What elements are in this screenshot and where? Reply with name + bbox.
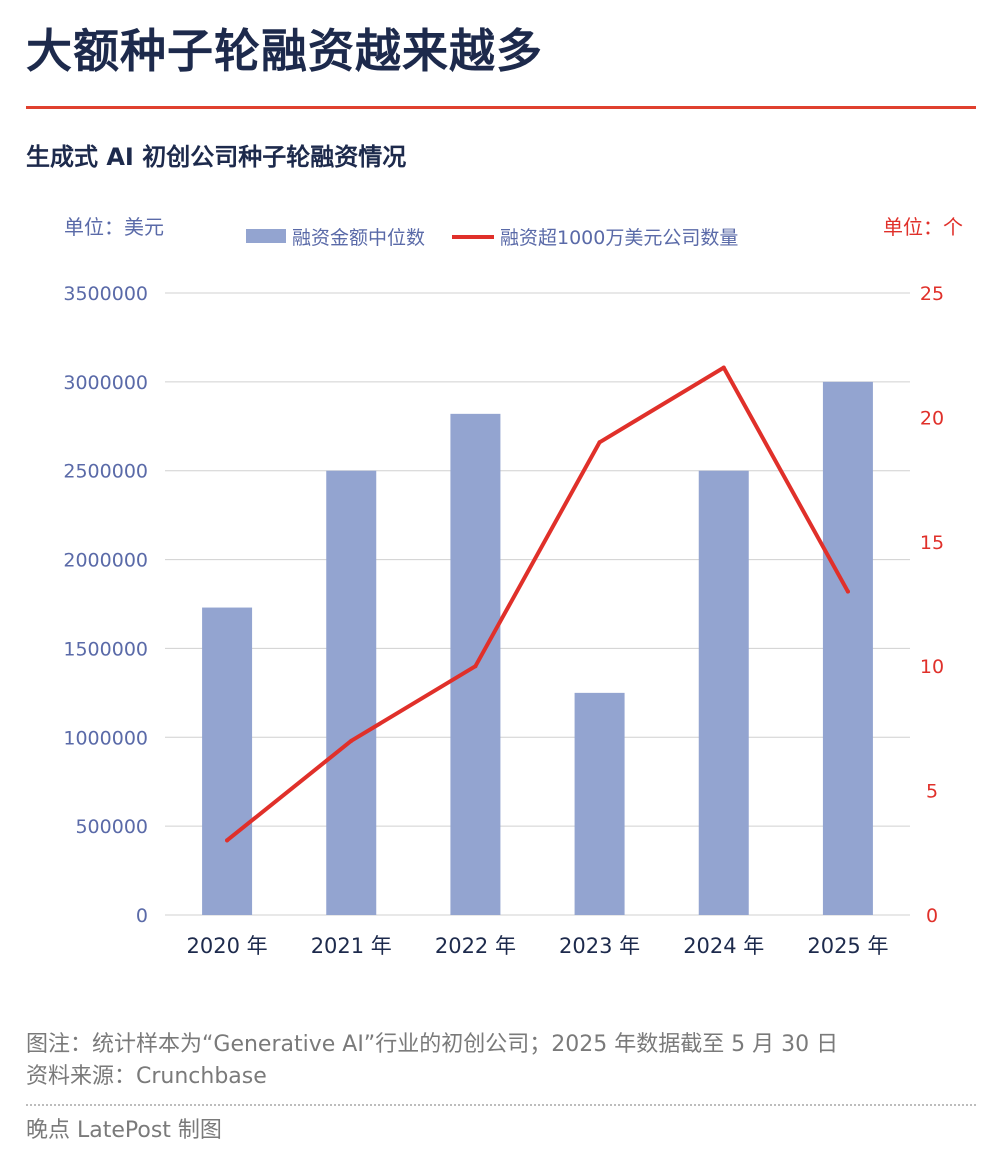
page-title: 大额种子轮融资越来越多 [26, 24, 543, 78]
legend-line-label: 融资超1000万美元公司数量 [500, 227, 738, 249]
legend-bar-label: 融资金额中位数 [292, 227, 425, 249]
bar [822, 381, 873, 915]
y-left-unit-label: 单位：美元 [64, 215, 164, 239]
y-right-tick-label: 5 [926, 781, 938, 803]
title-divider [26, 106, 976, 109]
y-left-tick-label: 1000000 [63, 727, 148, 749]
y-right-tick-label: 20 [920, 407, 944, 429]
bar [326, 470, 377, 915]
y-right-tick-label: 10 [920, 656, 944, 678]
x-tick-label: 2025 年 [807, 934, 888, 958]
x-tick-label: 2023 年 [559, 934, 640, 958]
y-left-tick-label: 3000000 [63, 372, 148, 394]
y-left-tick-label: 500000 [75, 816, 148, 838]
chart-credit: 晚点 LatePost 制图 [26, 1118, 222, 1143]
bar [574, 692, 625, 915]
footer-divider [26, 1104, 976, 1106]
bar [698, 470, 749, 915]
y-left-tick-label: 1500000 [63, 638, 148, 660]
legend-bar-swatch [246, 229, 286, 243]
y-left-tick-label: 2500000 [63, 461, 148, 483]
x-tick-label: 2020 年 [187, 934, 268, 958]
chart-subtitle: 生成式 AI 初创公司种子轮融资情况 [26, 143, 407, 171]
line-point [225, 838, 230, 843]
y-left-tick-label: 2000000 [63, 550, 148, 572]
chart-source: 资料来源：Crunchbase [26, 1064, 267, 1089]
y-right-tick-label: 25 [920, 283, 944, 305]
y-right-tick-label: 15 [920, 532, 944, 554]
line-point [349, 738, 354, 743]
x-tick-label: 2024 年 [683, 934, 764, 958]
bar [202, 607, 253, 915]
line-point [845, 589, 850, 594]
y-right-unit-label: 单位：个 [883, 215, 963, 239]
y-left-tick-label: 3500000 [63, 283, 148, 305]
line-point [721, 365, 726, 370]
chart-note: 图注：统计样本为“Generative AI”行业的初创公司；2025 年数据截… [26, 1032, 839, 1057]
x-tick-label: 2022 年 [435, 934, 516, 958]
y-left-tick-label: 0 [136, 905, 148, 927]
x-tick-label: 2021 年 [311, 934, 392, 958]
y-right-tick-label: 0 [926, 905, 938, 927]
line-point [473, 664, 478, 669]
series-line [225, 365, 850, 843]
line-point [597, 440, 602, 445]
chart: 0 500000 1000000 1500000 2000000 2500000 30000… [63, 215, 963, 958]
